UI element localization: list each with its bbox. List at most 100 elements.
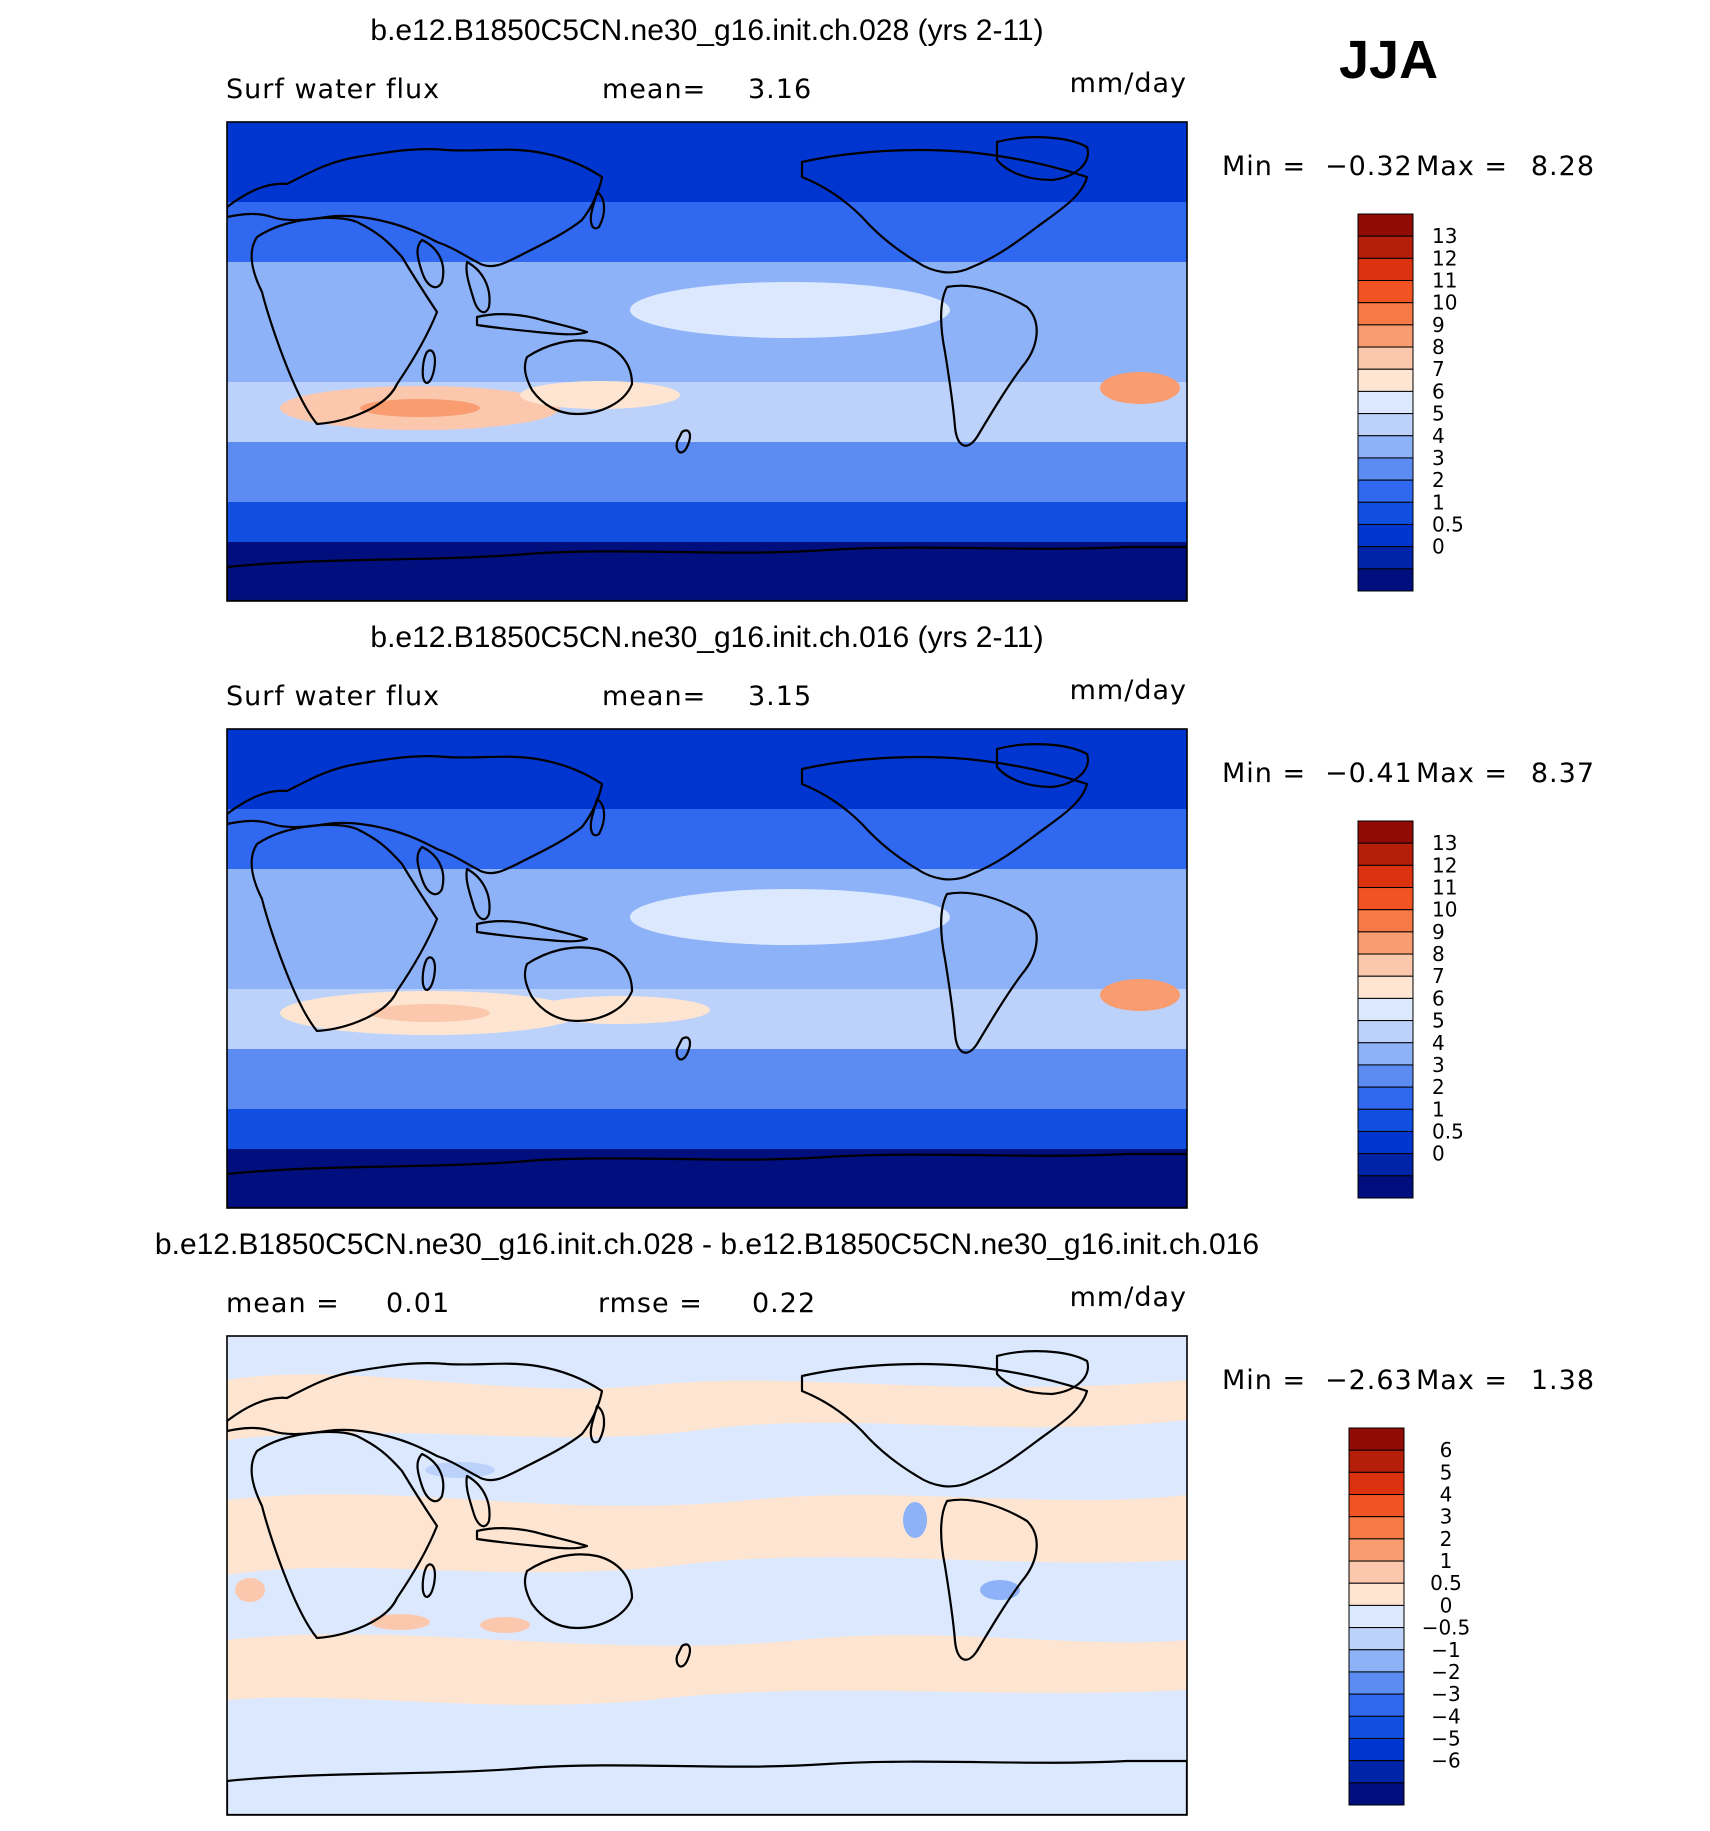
colorbar-swatch (1348, 1427, 1405, 1451)
colorbar-tick-label: 1 (1432, 490, 1445, 514)
colorbar-tick-label: 6 (1440, 1438, 1453, 1462)
colorbar-swatch (1357, 820, 1414, 844)
colorbar-swatch (1357, 568, 1414, 592)
colorbar-swatch (1357, 842, 1414, 866)
panel-3-rmse-label: rmse = (598, 1288, 703, 1319)
panel-1-variable-label: Surf water flux (226, 74, 440, 105)
colorbar-swatch (1357, 1086, 1414, 1110)
panel-2-variable-label: Surf water flux (226, 681, 440, 712)
colorbar-swatch (1357, 997, 1414, 1022)
colorbar-swatch (1357, 546, 1414, 570)
colorbar-tick-label: 1 (1440, 1549, 1453, 1573)
colorbar-swatch (1348, 1627, 1405, 1651)
panel-3-map-frame (226, 1335, 1188, 1816)
colorbar-swatch (1357, 280, 1414, 304)
colorbar-tick-label: 9 (1432, 920, 1445, 944)
colorbar-swatch (1357, 887, 1414, 911)
colorbar-tick-label: 8 (1432, 942, 1445, 966)
panel-3-map (227, 1336, 1187, 1815)
colorbar-swatch (1348, 1693, 1405, 1717)
panel-2-map-frame (226, 728, 1188, 1209)
colorbar-tick-label: 6 (1432, 986, 1445, 1010)
season-label: JJA (1339, 30, 1438, 90)
panel-1-min-label: Min = (1222, 151, 1306, 182)
panel-1-mean-value: 3.16 (748, 74, 812, 105)
colorbar-tick-label: 4 (1432, 424, 1445, 448)
colorbar-swatch (1357, 390, 1414, 415)
panel-3-min-label: Min = (1222, 1365, 1306, 1396)
colorbar-tick-label: 7 (1432, 357, 1445, 381)
colorbar-swatch (1357, 523, 1414, 548)
panel-1-mean-label: mean= (602, 74, 706, 105)
panel-2-units: mm/day (1070, 675, 1187, 706)
panel-1: b.e12.B1850C5CN.ne30_g16.init.ch.028 (yr… (226, 14, 1595, 602)
colorbar-swatch (1357, 864, 1414, 889)
colorbar-swatch (1357, 1175, 1414, 1199)
colorbar-swatch (1357, 501, 1414, 525)
panel-1-max-label: Max = (1416, 151, 1508, 182)
colorbar-swatch (1357, 213, 1414, 237)
panel-2-max-label: Max = (1416, 758, 1508, 789)
panel-3-rmse-value: 0.22 (752, 1288, 816, 1319)
colorbar-tick-label: 1 (1432, 1097, 1445, 1121)
colorbar-tick-label: 2 (1432, 1075, 1445, 1099)
panel-2-map (227, 729, 1187, 1208)
colorbar-swatch (1357, 909, 1414, 933)
colorbar-tick-label: −3 (1431, 1682, 1460, 1706)
panel-1-title: b.e12.B1850C5CN.ne30_g16.init.ch.028 (yr… (370, 14, 1043, 47)
colorbar-tick-label: 3 (1432, 446, 1445, 470)
colorbar-swatch (1357, 368, 1414, 392)
colorbar-tick-label: 11 (1432, 269, 1457, 293)
colorbar-tick-label: −0.5 (1422, 1616, 1471, 1640)
panel-2-mean-value: 3.15 (748, 681, 812, 712)
panel-2-min-value: −0.41 (1325, 758, 1413, 789)
colorbar-tick-label: 0.5 (1432, 1119, 1464, 1143)
colorbar-swatch (1357, 479, 1414, 503)
colorbar-swatch (1357, 1153, 1414, 1177)
panel-3-max-value: 1.38 (1531, 1365, 1595, 1396)
colorbar-swatch (1357, 1020, 1414, 1044)
colorbar-swatch (1357, 257, 1414, 282)
colorbar-swatch (1357, 975, 1414, 999)
colorbar-swatch (1357, 1064, 1414, 1088)
colorbar-tick-label: 0 (1432, 535, 1445, 559)
colorbar-swatch (1357, 931, 1414, 955)
panel-2-mean-label: mean= (602, 681, 706, 712)
colorbar-tick-label: 3 (1440, 1505, 1453, 1529)
colorbar-tick-label: 3 (1432, 1053, 1445, 1077)
colorbar-swatch (1348, 1560, 1405, 1584)
colorbar-tick-label: 6 (1432, 379, 1445, 403)
colorbar-swatch (1357, 324, 1414, 348)
colorbar-tick-label: 0.5 (1432, 512, 1464, 536)
panel-3: b.e12.B1850C5CN.ne30_g16.init.ch.028 - b… (155, 1228, 1595, 1816)
panel-2-title: b.e12.B1850C5CN.ne30_g16.init.ch.016 (yr… (370, 621, 1043, 654)
panel-3-title: b.e12.B1850C5CN.ne30_g16.init.ch.028 - b… (155, 1228, 1259, 1261)
panel-3-mean-value: 0.01 (386, 1288, 450, 1319)
panel-1-units: mm/day (1070, 68, 1187, 99)
colorbar-tick-label: 5 (1440, 1460, 1453, 1484)
panel-3-units: mm/day (1070, 1282, 1187, 1313)
colorbar-swatch (1348, 1649, 1405, 1673)
colorbar-swatch (1348, 1516, 1405, 1540)
colorbar-swatch (1348, 1449, 1405, 1473)
colorbar-tick-label: 7 (1432, 964, 1445, 988)
colorbar-tick-label: 13 (1432, 831, 1457, 855)
colorbar-swatch (1348, 1604, 1405, 1629)
colorbar-swatch (1348, 1582, 1405, 1606)
colorbar-tick-label: 10 (1432, 291, 1457, 315)
colorbar-tick-label: 0.5 (1430, 1571, 1462, 1595)
colorbar-swatch (1357, 302, 1414, 326)
panel-1-map-frame (226, 121, 1188, 602)
colorbar-swatch (1357, 413, 1414, 437)
colorbar-tick-label: 11 (1432, 876, 1457, 900)
colorbar-tick-label: 5 (1432, 1009, 1445, 1033)
colorbar-swatch (1348, 1471, 1405, 1496)
panel-1-max-value: 8.28 (1531, 151, 1595, 182)
colorbar-tick-label: 0 (1432, 1142, 1445, 1166)
colorbar-tick-label: 2 (1432, 468, 1445, 492)
colorbar-tick-label: 8 (1432, 335, 1445, 359)
colorbar-swatch (1348, 1737, 1405, 1762)
